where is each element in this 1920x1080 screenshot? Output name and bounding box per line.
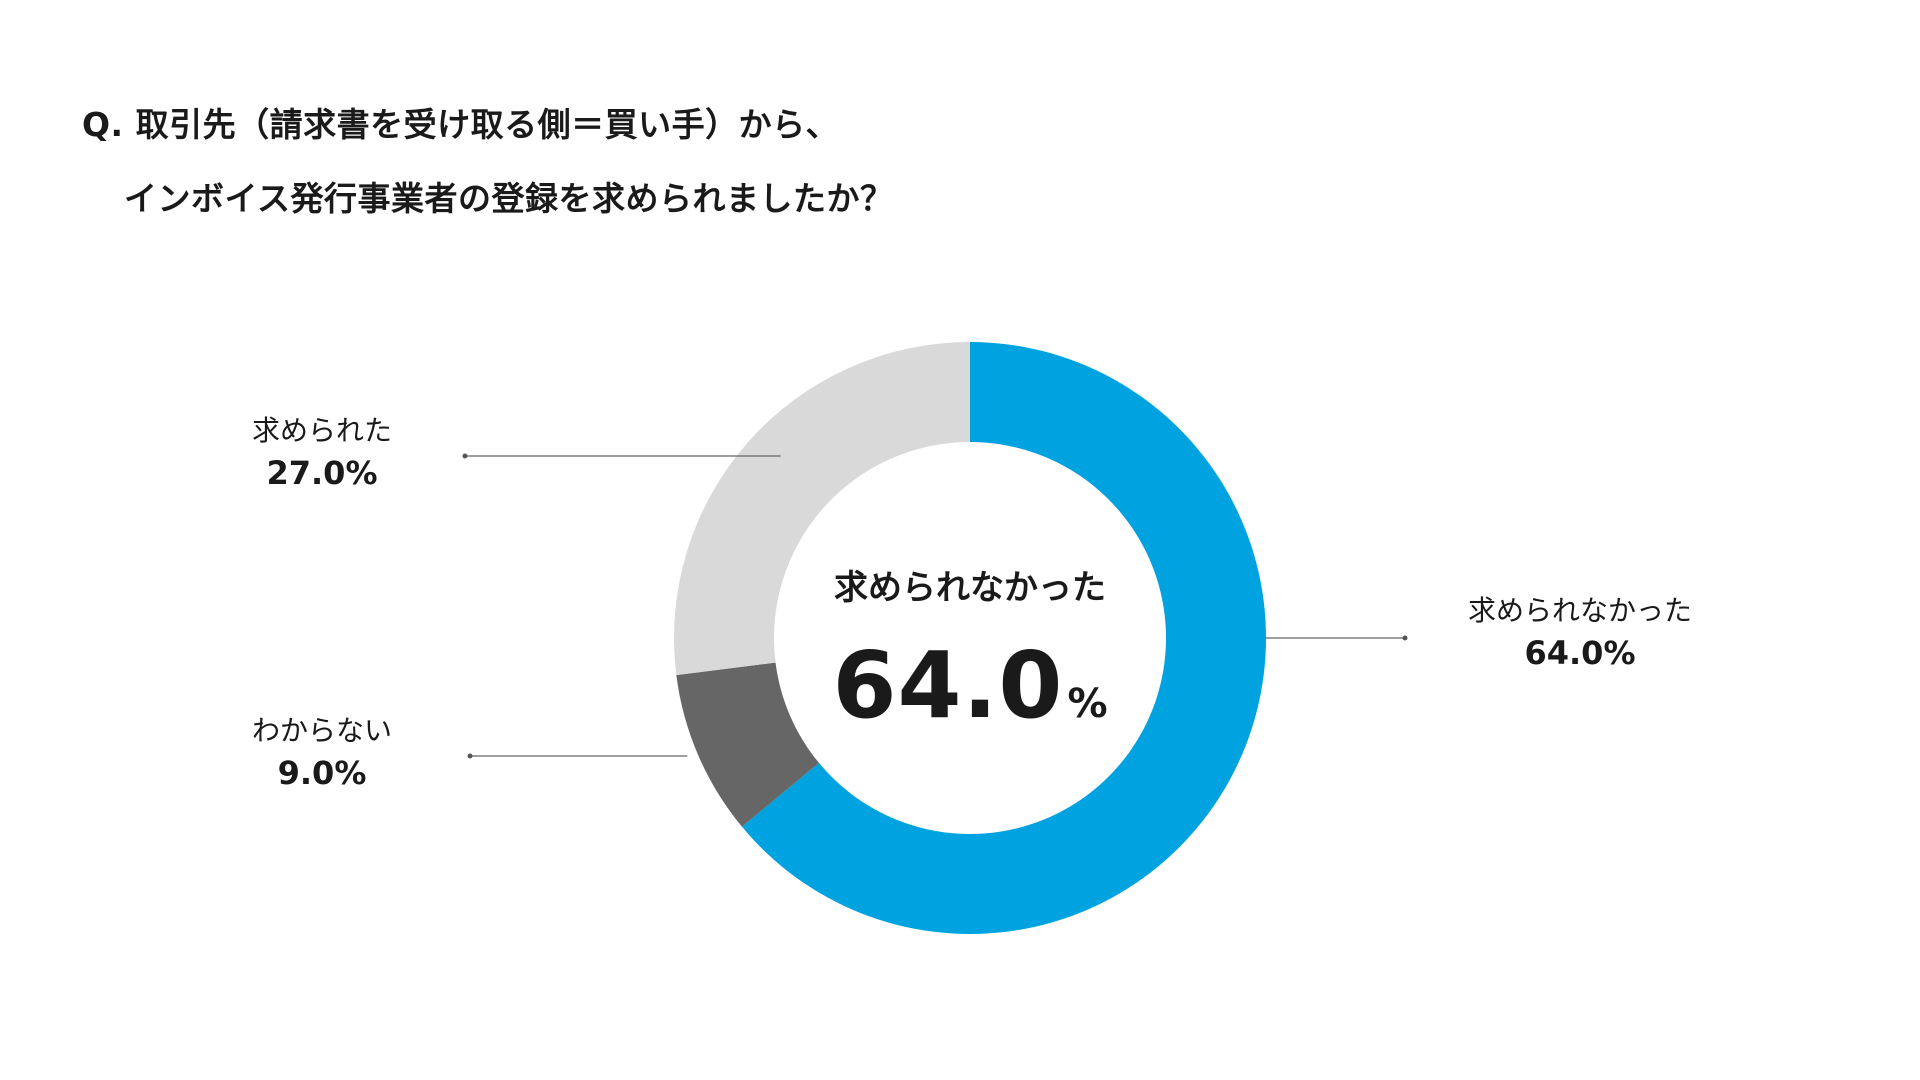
leader-not-requested-dot (1402, 635, 1408, 641)
callout-value: 64.0% (1524, 634, 1636, 672)
question-line-1: Q. 取引先（請求書を受け取る側＝買い手）から、 (82, 105, 840, 144)
slice-requested (673, 342, 970, 676)
leader-requested-dot (462, 453, 468, 459)
callout-label: 求められた (251, 414, 392, 447)
callout-unknown: わからない 9.0% (172, 710, 472, 794)
callout-requested: 求められた 27.0% (172, 410, 472, 494)
center-value: 64.0% (770, 632, 1170, 739)
center-value-unit: % (1067, 681, 1108, 727)
callout-value: 27.0% (266, 454, 378, 492)
callout-value: 9.0% (277, 754, 367, 792)
question-line-2: インボイス発行事業者の登録を求められましたか？ (124, 179, 894, 218)
slice-not-requested (741, 342, 1266, 935)
center-label: 求められなかった (834, 568, 1106, 608)
callout-label: わからない (251, 714, 392, 747)
slice-unknown (676, 662, 819, 827)
callout-label: 求められなかった (1467, 594, 1692, 627)
callout-not-requested: 求められなかった 64.0% (1430, 590, 1730, 674)
center-value-number: 64.0 (832, 632, 1064, 739)
leader-unknown-dot (467, 753, 473, 759)
question-title: Q. 取引先（請求書を受け取る側＝買い手）から、 インボイス発行事業者の登録を求… (82, 88, 894, 236)
